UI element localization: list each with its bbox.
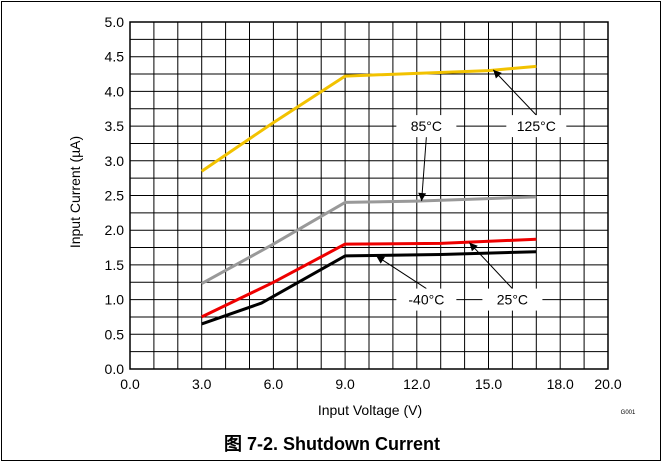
annotation-label: 85°C [411, 118, 442, 134]
x-axis-label: Input Voltage (V) [318, 402, 422, 418]
y-tick-label: 3.5 [105, 118, 125, 134]
annotation-label-bg [506, 115, 567, 138]
annotation-arrowhead [493, 69, 502, 79]
annotation-label-bg [396, 288, 457, 311]
annotation-arrow [492, 69, 537, 116]
series-line-25C [201, 237, 537, 319]
annotation-arrowhead [376, 255, 386, 264]
y-tick-label: 4.5 [105, 49, 125, 65]
annotation-arrow [469, 242, 513, 289]
annotation-label-bg [396, 115, 457, 138]
x-tick-label: 0.0 [120, 376, 140, 392]
x-tick-label: 3.0 [192, 376, 212, 392]
y-tick-label: 0.5 [105, 326, 125, 342]
annotation-arrowhead [469, 242, 478, 252]
x-tick-label: 9.0 [335, 376, 355, 392]
y-tick-label: 2.5 [105, 188, 125, 204]
x-tick-label: 12.0 [403, 376, 430, 392]
annotation-label-bg [482, 288, 543, 311]
series-line-125C [200, 64, 537, 173]
annotation-arrowhead [418, 192, 427, 202]
y-tick-label: 4.0 [105, 83, 125, 99]
annotation-arrow [421, 137, 427, 202]
annotation-arrow [375, 255, 427, 290]
plot-border [129, 21, 609, 370]
figure-code: G001 [621, 410, 636, 416]
y-tick-label: 2.0 [105, 222, 125, 238]
x-tick-label: 18.0 [547, 376, 574, 392]
y-tick-label: 3.0 [105, 153, 125, 169]
figure-caption: 图 7-2. Shutdown Current [224, 434, 440, 454]
annotation-label: 25°C [497, 292, 528, 308]
series-line-85C [200, 195, 537, 285]
chart-annotations: 125°C 85°C -40°C 25°C [375, 69, 567, 311]
shutdown-current-chart: 125°C 85°C -40°C 25°C 0.0 3.0 6.0 9.0 12.0 15.0 1… [67, 14, 636, 418]
chart-grid [129, 21, 609, 370]
annotation-label: 125°C [517, 118, 556, 134]
y-tick-label: 1.0 [105, 292, 125, 308]
y-tick-label: 5.0 [105, 14, 125, 30]
chart-series [200, 64, 537, 326]
y-tick-label: 0.0 [105, 361, 125, 377]
annotation-label: -40°C [408, 292, 444, 308]
y-axis-label: Input Current (µA) [67, 136, 83, 248]
x-tick-label: 6.0 [264, 376, 284, 392]
series-line--40C [201, 250, 537, 326]
x-tick-label: 20.0 [594, 376, 621, 392]
x-tick-label: 15.0 [475, 376, 502, 392]
y-tick-label: 1.5 [105, 257, 125, 273]
chart-tick-labels: 0.0 3.0 6.0 9.0 12.0 15.0 18.0 20.0 0.0 0.5 1.0 1.5… [105, 14, 622, 392]
